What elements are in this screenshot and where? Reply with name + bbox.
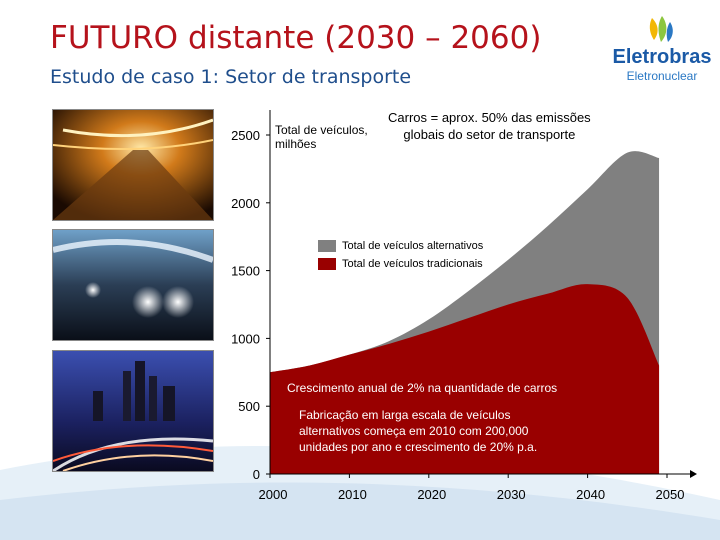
x-tick-label: 2010 <box>338 487 367 502</box>
y-tick-label: 2500 <box>231 128 260 143</box>
legend-swatch-alternative <box>318 240 336 252</box>
fabrication-annotation-line3: unidades por ano e crescimento de 20% p.… <box>299 440 538 454</box>
x-axis-arrow-icon <box>690 470 697 478</box>
night-traffic-photo <box>52 229 214 341</box>
emissions-note-line1: Carros = aprox. 50% das emissões <box>388 110 591 125</box>
logo-subname: Eletronuclear <box>626 69 698 83</box>
legend-swatch-traditional <box>318 258 336 270</box>
y-tick-label: 1500 <box>231 264 260 279</box>
y-tick-label: 1000 <box>231 331 260 346</box>
x-tick-label: 2000 <box>259 487 288 502</box>
y-tick-label: 0 <box>253 467 260 482</box>
growth-annotation: Crescimento anual de 2% na quantidade de… <box>287 381 558 395</box>
emissions-note: Carros = aprox. 50% das emissões globais… <box>388 109 591 143</box>
chart-axes <box>269 110 697 478</box>
eletrobras-logo-icon <box>649 16 673 42</box>
x-tick-labels: 2000 2010 2020 2030 2040 2050 <box>259 474 685 502</box>
page-title: FUTURO distante (2030 – 2060) <box>50 20 542 56</box>
area-traditional-vehicles <box>270 284 660 474</box>
y-axis-label: Total de veículos, milhões <box>275 123 368 151</box>
x-tick-label: 2020 <box>417 487 446 502</box>
emissions-note-line2: globais do setor de transporte <box>403 127 576 142</box>
highway-light-trails-photo <box>52 109 214 221</box>
y-tick-labels: 0 500 1000 1500 2000 2500 <box>231 128 270 482</box>
fabrication-annotation-line2: alternativos começa em 2010 com 200,000 <box>299 424 529 438</box>
x-tick-label: 2030 <box>497 487 526 502</box>
y-tick-label: 500 <box>238 399 260 414</box>
y-axis-label-line2: milhões <box>275 137 317 151</box>
legend-label-alternative: Total de veículos alternativos <box>342 240 484 252</box>
logo-name: Eletrobras <box>612 46 712 68</box>
page-subtitle: Estudo de caso 1: Setor de transporte <box>50 66 412 88</box>
legend-label-traditional: Total de veículos tradicionais <box>342 258 483 270</box>
chart-areas <box>270 151 660 474</box>
fabrication-annotation: Fabricação em larga escala de veículos a… <box>299 407 537 455</box>
x-tick-label: 2040 <box>576 487 605 502</box>
y-axis-label-line1: Total de veículos, <box>275 123 368 137</box>
fabrication-annotation-line1: Fabricação em larga escala de veículos <box>299 408 511 422</box>
city-night-photo <box>52 350 214 472</box>
x-tick-label: 2050 <box>656 487 685 502</box>
y-tick-label: 2000 <box>231 196 260 211</box>
